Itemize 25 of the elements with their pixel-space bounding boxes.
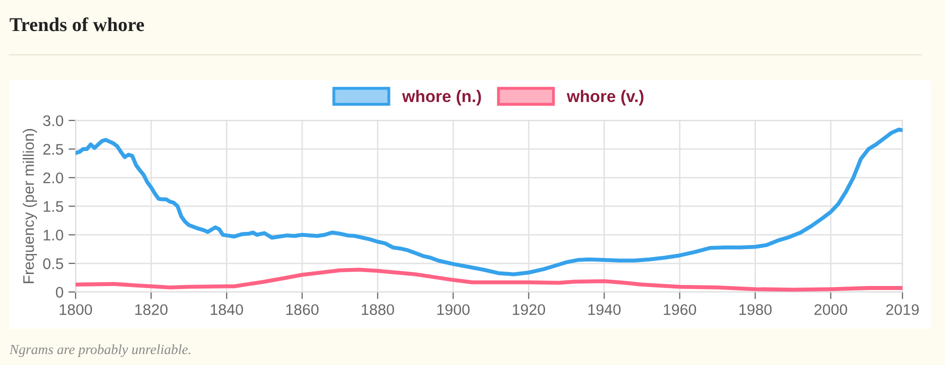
legend-label: whore (n.) <box>402 90 481 106</box>
x-tick-label: 1860 <box>286 304 319 316</box>
x-tick-label: 1800 <box>60 304 92 316</box>
x-tick-label: 1960 <box>664 304 696 316</box>
legend-label: whore (v.) <box>566 90 644 106</box>
x-tick-label: 2000 <box>814 304 848 316</box>
x-tick-label: 1880 <box>362 304 394 316</box>
x-tick-label: 1840 <box>210 304 244 316</box>
x-tick-label: 1920 <box>512 304 546 316</box>
y-tick-label: 2.0 <box>43 172 64 184</box>
x-tick-label: 2019 <box>886 304 919 316</box>
x-tick-label: 1940 <box>588 304 621 316</box>
x-tick-label: 1900 <box>437 304 470 316</box>
y-tick-label: 2.5 <box>43 144 64 155</box>
y-tick-label: 0 <box>56 286 64 298</box>
x-tick-label: 1820 <box>135 304 168 316</box>
y-axis-title: Frequency (per million) <box>22 129 38 284</box>
text: Ngrams are probably unreliable. <box>9 344 190 358</box>
chart-title: Trends of whore <box>10 17 144 32</box>
line-series <box>76 128 902 276</box>
y-tick-label: 0.5 <box>43 258 64 270</box>
y-tick-label: 1.0 <box>44 230 64 241</box>
x-tick-label: 1980 <box>739 304 772 316</box>
y-tick-label: 1.5 <box>44 201 64 212</box>
y-tick-label: 3.0 <box>43 115 64 126</box>
